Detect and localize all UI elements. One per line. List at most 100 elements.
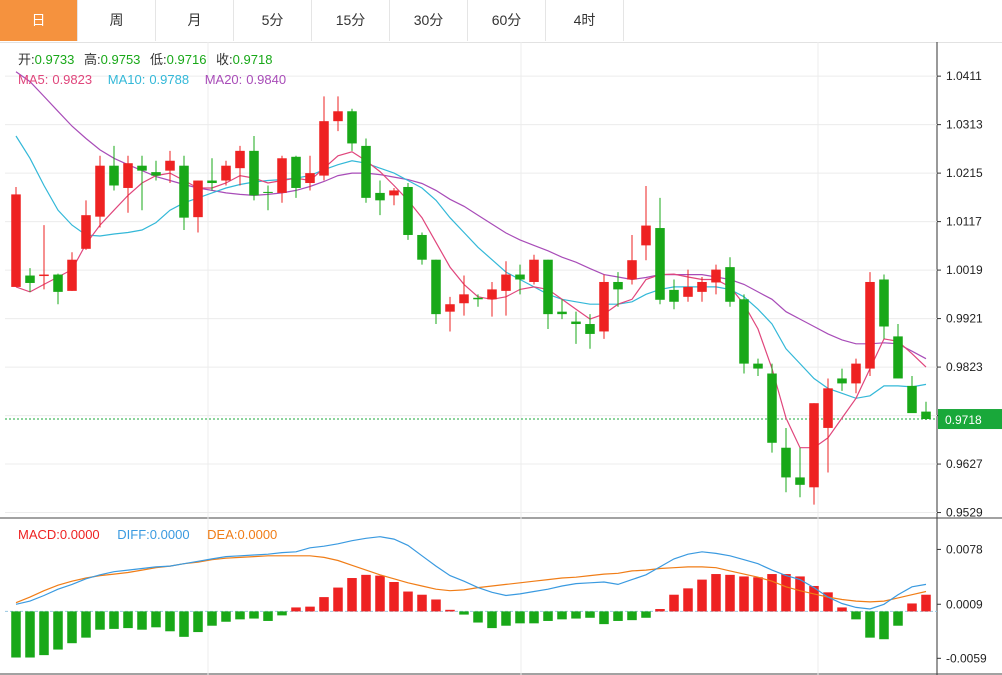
tab-4[interactable]: 15分 xyxy=(312,0,390,41)
candle xyxy=(445,296,455,332)
candle-body xyxy=(669,289,679,302)
macd-hist-bar xyxy=(697,579,707,612)
candle-body xyxy=(529,259,539,282)
candle xyxy=(473,294,483,307)
price-tick-label-6: 0.9823 xyxy=(946,360,983,374)
candle-body xyxy=(389,190,399,196)
candle-body xyxy=(879,279,889,327)
low-label: 低: xyxy=(150,52,167,67)
macd-hist-bar xyxy=(333,587,343,612)
tab-5[interactable]: 30分 xyxy=(390,0,468,41)
candle-body xyxy=(683,286,693,297)
macd-hist-bar xyxy=(711,574,721,612)
candle-body xyxy=(459,294,469,304)
macd-hist-bar xyxy=(809,585,819,612)
candle-body xyxy=(445,304,455,312)
candle-body xyxy=(851,363,861,384)
candle xyxy=(879,274,889,339)
candle-body xyxy=(319,121,329,176)
candle xyxy=(389,187,399,206)
ma10-value: 0.9788 xyxy=(149,72,189,87)
macd-hist-bar xyxy=(473,611,483,623)
candle xyxy=(627,234,637,285)
macd-hist-bar xyxy=(683,588,693,612)
candle-body xyxy=(11,194,21,287)
candle-body xyxy=(277,158,287,193)
macd-tick-label-2: -0.0059 xyxy=(946,651,987,665)
tab-bar-spacer xyxy=(624,0,1002,42)
macd-value: 0.0000 xyxy=(60,527,100,542)
macd-hist-bar xyxy=(347,578,357,612)
candle xyxy=(487,281,497,317)
candle-body xyxy=(361,145,371,198)
candle-body xyxy=(697,281,707,292)
tab-1[interactable]: 周 xyxy=(78,0,156,41)
candle-body xyxy=(655,228,665,300)
candle-body xyxy=(249,150,259,196)
candle-body xyxy=(809,403,819,488)
candle xyxy=(305,155,315,191)
price-tick-label-1: 1.0313 xyxy=(946,118,983,132)
dea-value: 0.0000 xyxy=(238,527,278,542)
candle xyxy=(921,401,931,421)
ma5-line xyxy=(15,151,927,449)
candle-body xyxy=(893,336,903,379)
price-tick-label-4: 1.0019 xyxy=(946,263,983,277)
candle xyxy=(557,299,567,320)
candle-body xyxy=(865,281,875,369)
candle xyxy=(809,403,819,505)
candle xyxy=(795,447,805,498)
candle xyxy=(893,324,903,379)
macd-hist-bar xyxy=(501,611,511,626)
candle-body xyxy=(823,388,833,428)
diff-line xyxy=(15,536,927,610)
candle-body xyxy=(599,281,609,332)
candle xyxy=(599,274,609,339)
candle-body xyxy=(711,269,721,283)
candle-body xyxy=(179,165,189,218)
candle xyxy=(361,138,371,203)
tab-3[interactable]: 5分 xyxy=(234,0,312,41)
macd-hist-bar xyxy=(529,611,539,624)
candle xyxy=(431,259,441,325)
high-value: 0.9753 xyxy=(101,52,141,67)
macd-hist-bar xyxy=(627,611,637,621)
candle-body xyxy=(487,289,497,300)
macd-hist-bar xyxy=(95,611,105,630)
candle-body xyxy=(25,275,35,283)
candle xyxy=(25,268,35,292)
candle-body xyxy=(123,163,133,188)
candle xyxy=(403,183,413,240)
macd-hist-bar xyxy=(67,611,77,644)
macd-hist-bar xyxy=(795,576,805,612)
candle xyxy=(235,145,245,186)
tab-6[interactable]: 60分 xyxy=(468,0,546,41)
candle xyxy=(683,269,693,302)
candle-body xyxy=(221,165,231,181)
candle-body xyxy=(585,324,595,334)
candle xyxy=(109,145,119,191)
candle xyxy=(67,252,77,291)
price-axis: 1.0411 1.0313 1.0215 1.0117 1.0019 0.9921 0.98… xyxy=(937,69,1002,665)
macd-hist-bar xyxy=(179,611,189,637)
candle-body xyxy=(67,259,77,291)
candle-body xyxy=(795,477,805,485)
candle xyxy=(697,277,707,302)
macd-hist-bar xyxy=(389,582,399,612)
tab-2[interactable]: 月 xyxy=(156,0,234,41)
macd-hist-bar xyxy=(249,611,259,619)
macd-hist-bar xyxy=(403,591,413,612)
macd-hist-bar xyxy=(39,611,49,656)
candle xyxy=(417,232,427,265)
tab-0[interactable]: 日 xyxy=(0,0,78,41)
macd-hist-bar xyxy=(151,611,161,628)
ohlc-info: 开:0.9733 高:0.9753 低:0.9716 收:0.9718 xyxy=(18,52,272,67)
candle xyxy=(753,358,763,376)
candle xyxy=(543,259,553,329)
tab-7[interactable]: 4时 xyxy=(546,0,624,41)
candle-body xyxy=(165,160,175,171)
candle-body xyxy=(95,165,105,217)
candle-body xyxy=(193,180,203,218)
ma10-label: MA10: xyxy=(108,72,146,87)
candle-body xyxy=(837,378,847,384)
